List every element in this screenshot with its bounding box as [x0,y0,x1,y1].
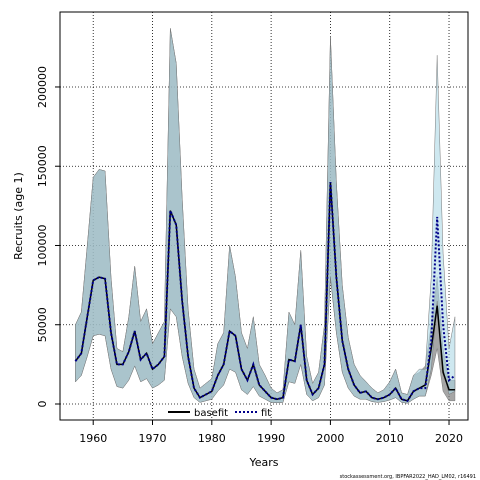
y-tick-label: 200000 [36,66,49,108]
x-tick-label: 2020 [435,432,463,445]
footer: stockassessment.org, IBPFAR2022_HAD_LM02… [340,474,476,480]
confidence-band [75,28,456,404]
x-tick-label: 1980 [198,432,226,445]
plot-frame [59,11,469,421]
x-tick-label: 2000 [316,432,344,445]
y-tick-label: 100000 [36,224,49,266]
legend-label: basefit [194,408,228,419]
y-axis-label: Recruits (age 1) [12,172,25,260]
y-tick-label: 50000 [36,307,49,342]
x-tick-label: 1970 [139,432,167,445]
x-axis-label: Years [248,456,278,469]
line [74,182,456,402]
legend-label: fit [261,408,271,419]
x-tick-label: 1990 [257,432,285,445]
y-tick-label: 0 [36,400,49,407]
x-tick-label: 2010 [376,432,404,445]
y-tick-label: 150000 [36,145,49,187]
x-tick-label: 1960 [79,432,107,445]
